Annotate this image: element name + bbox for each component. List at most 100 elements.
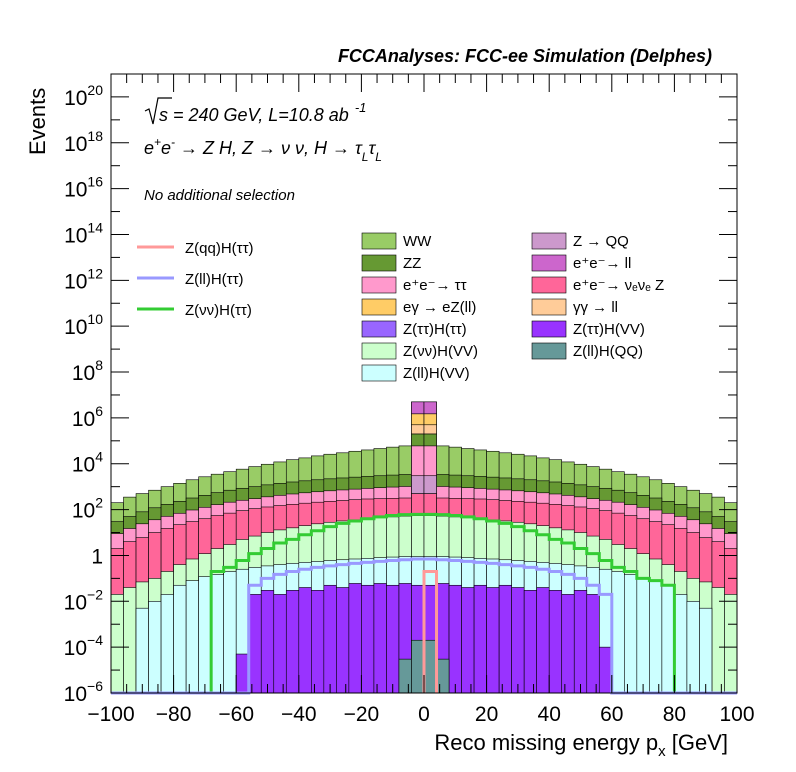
y-tick-label: 106 xyxy=(72,403,103,431)
ztautau-hvv-bin xyxy=(586,594,600,694)
legend-fill-label: Z(ll)H(VV) xyxy=(403,365,470,382)
process-e1-sup: + xyxy=(154,135,161,149)
legend-fill-label: Z → QQ xyxy=(573,233,629,250)
legend-fill-label: e⁺e⁻→ ττ xyxy=(403,277,467,294)
legend-fill-swatch xyxy=(361,364,397,382)
x-axis-label-main: Reco missing energy p xyxy=(434,730,658,755)
legend-fill-label: Z(νν)H(VV) xyxy=(403,343,478,360)
znunu-hvv-bin xyxy=(724,594,738,694)
y-tick-label: 1010 xyxy=(64,311,103,339)
legend-fill-swatch xyxy=(531,276,567,294)
zll-hvv-bin xyxy=(173,584,187,694)
zll-hvv-bin xyxy=(661,584,675,694)
y-tick-label: 104 xyxy=(72,449,103,477)
gammagamma-ll-peak xyxy=(411,424,425,435)
ztautau-hvv-bin xyxy=(511,587,525,694)
ztautau-hvv-bin xyxy=(561,594,575,694)
central-peak-group xyxy=(411,401,437,494)
y-tick-label: 102 xyxy=(72,495,103,523)
sqrt-symbol-icon xyxy=(144,97,172,125)
znunu-htautau-line xyxy=(111,512,737,695)
legend-fill-swatch xyxy=(531,342,567,360)
chart-title: FCCAnalyses: FCC-ee Simulation (Delphes) xyxy=(338,46,712,66)
ztautau-hvv-bin xyxy=(260,590,275,694)
legend-fill-swatch xyxy=(531,298,567,316)
y-tick-label: 1016 xyxy=(64,174,103,202)
znunu-hvv-bin xyxy=(711,587,725,694)
zll-htautau-line xyxy=(111,557,737,695)
legend-fill-label: γγ → ll xyxy=(573,299,618,316)
x-tick-label: 80 xyxy=(663,703,686,726)
process-sub2: L xyxy=(375,150,382,164)
legend-fill-label: ZZ xyxy=(403,255,421,272)
legend-fill-swatch xyxy=(531,232,567,250)
znunu-hvv-bin xyxy=(110,594,124,694)
process-sub1: L xyxy=(362,150,369,164)
zll-hvv-bin xyxy=(699,607,713,694)
y-tick-label: 10−6 xyxy=(64,678,104,706)
ztautau-hvv-bin xyxy=(486,587,500,694)
ztautau-hvv-group xyxy=(235,583,613,694)
zll-hvv-bin xyxy=(636,578,650,694)
ee-ll-peak xyxy=(411,401,425,415)
legend-line-label: Z(νν)H(ττ) xyxy=(185,302,252,319)
ztautau-hvv-bin xyxy=(473,584,487,694)
legend-fill-swatch xyxy=(361,276,397,294)
x-axis-label-sub: x xyxy=(658,743,666,760)
x-axis-label: Reco missing energy px [GeV] xyxy=(434,730,728,760)
egamma-ezll-peak xyxy=(411,413,425,426)
x-tick-label: −100 xyxy=(87,703,134,726)
egamma-ezll-peak xyxy=(423,413,437,426)
ztautau-hvv-bin xyxy=(598,646,613,694)
ztautau-hvv-bin xyxy=(361,584,375,694)
y-tick-label: 1012 xyxy=(64,265,103,293)
z-qq-peak xyxy=(411,475,425,494)
ztautau-hvv-bin xyxy=(311,590,325,694)
legend-fill-label: WW xyxy=(403,233,432,250)
ztautau-hvv-bin xyxy=(235,653,250,694)
annotation-process: e+e- → Z H, Z → ν ν, H → τLτL xyxy=(144,135,382,164)
legend-fill-swatch xyxy=(361,320,397,338)
x-tick-label: −60 xyxy=(218,703,254,726)
zll-hvv-bin xyxy=(210,574,224,694)
ztautau-hvv-bin xyxy=(298,587,312,694)
zll-hvv-bin xyxy=(135,607,149,694)
ztautau-hvv-bin xyxy=(448,584,462,694)
zll-hvv-bin xyxy=(611,571,625,694)
y-tick-label: 1 xyxy=(91,545,103,568)
legend-fill-label: Z(ττ)H(ττ) xyxy=(403,321,467,338)
legend-line-label: Z(qq)H(ττ) xyxy=(185,240,254,257)
x-tick-label: −40 xyxy=(281,703,317,726)
zll-hqq-bin xyxy=(423,639,437,694)
ztautau-hvv-bin xyxy=(573,590,588,694)
process-tau2: τ xyxy=(368,138,376,158)
y-tick-label: 108 xyxy=(72,357,103,385)
annotation-selection: No additional selection xyxy=(144,187,295,204)
zll-hvv-bin xyxy=(160,594,174,694)
ztautau-hvv-bin xyxy=(348,583,362,694)
ztautau-hvv-bin xyxy=(248,594,262,694)
zll-hvv-bin xyxy=(649,580,663,694)
y-tick-label: 10−2 xyxy=(64,586,104,614)
annotation-energy: s = 240 GeV, L=10.8 ab -1 xyxy=(144,97,366,125)
legend-fill-label: eγ → eZ(ll) xyxy=(403,299,476,316)
ztautau-hvv-bin xyxy=(386,584,400,694)
legend-fill-label: Z(ττ)H(VV) xyxy=(573,321,645,338)
ztautau-hvv-bin xyxy=(498,584,512,694)
zll-hvv-bin xyxy=(674,594,688,694)
gammagamma-ll-peak xyxy=(423,424,437,435)
process-e1: e xyxy=(144,138,154,158)
legend-fill-swatch xyxy=(531,320,567,338)
zll-hqq-bin xyxy=(411,639,425,694)
legend-fill-swatch xyxy=(361,298,397,316)
legend-fill-swatch xyxy=(361,342,397,360)
zll-hvv-bin xyxy=(148,600,162,694)
ztautau-hvv-bin xyxy=(373,583,387,694)
y-tick-label: 1020 xyxy=(64,82,103,110)
process-e2: e xyxy=(161,138,171,158)
ztautau-hvv-bin xyxy=(323,584,337,694)
legend-fill-label: Z(ll)H(QQ) xyxy=(573,343,643,360)
x-tick-label: 0 xyxy=(418,703,430,726)
x-tick-label: 60 xyxy=(600,703,623,726)
svg-text:e+e- → Z H, Z → ν ν, H → τLτ: e+e- → Z H, Z → ν ν, H → τLτL xyxy=(144,135,382,164)
